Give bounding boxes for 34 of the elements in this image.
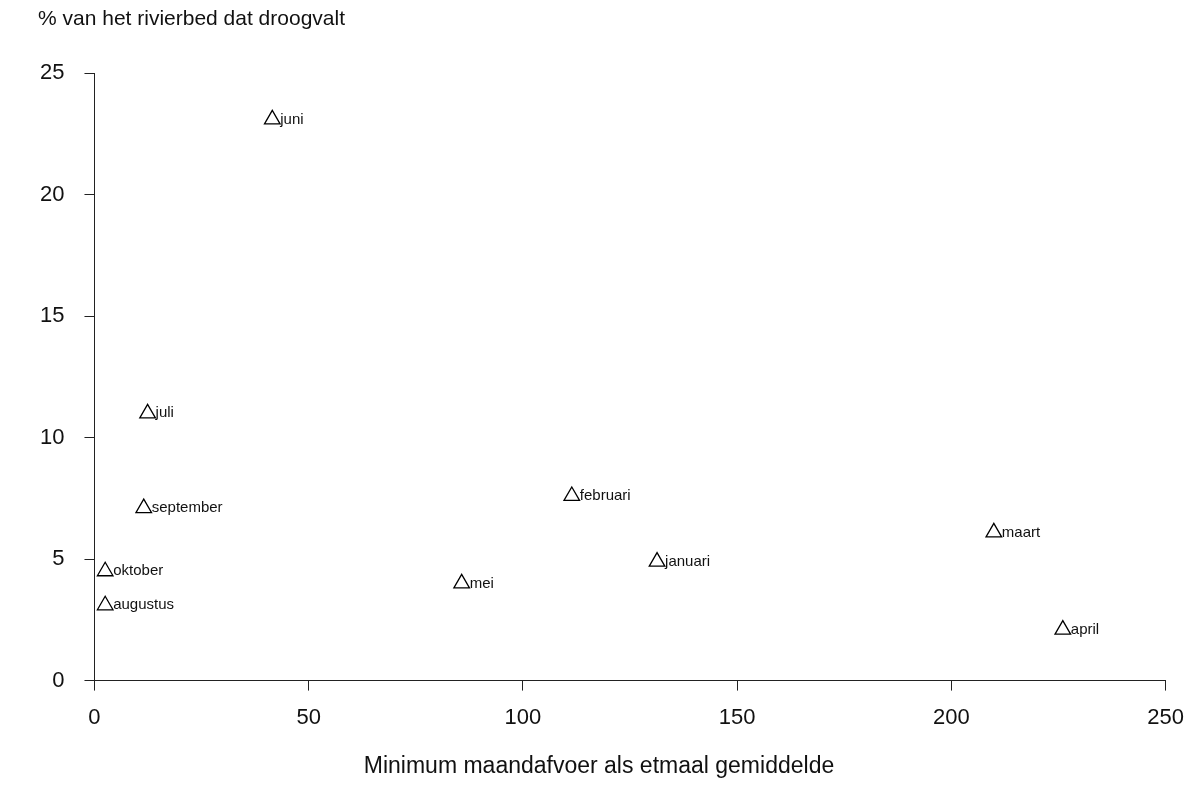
point [263, 109, 281, 125]
annotation: juli [154, 403, 174, 421]
y-tick-label: 25 [39, 59, 65, 85]
y-tick-label: 0 [52, 666, 65, 692]
x-tick-label: 250 [1147, 703, 1185, 729]
point [139, 403, 157, 419]
y-tick-label: 15 [39, 302, 65, 328]
point [648, 551, 666, 567]
point [96, 595, 114, 611]
y-tick-label: 5 [52, 545, 65, 571]
x-tick-label: 200 [933, 703, 970, 729]
point [985, 522, 1003, 538]
annotation: oktober [113, 561, 164, 579]
x-axis-title: Minimum maandafvoer als etmaal gemiddelde [362, 752, 836, 779]
x-tick-label: 150 [718, 703, 756, 729]
x-tick-label: 50 [296, 703, 321, 729]
y-axis-title: % van het rivierbed dat droogvalt [38, 6, 346, 30]
y-tick-label: 10 [39, 423, 65, 449]
annotation: april [1070, 619, 1100, 637]
point [96, 561, 114, 577]
point [563, 486, 581, 502]
annotation: mei [469, 573, 494, 591]
annotation: januari [664, 551, 711, 569]
x-tick-label: 100 [504, 703, 542, 729]
annotation: februari [579, 486, 631, 504]
y-tick-label: 20 [39, 180, 65, 206]
annotation: maart [1001, 522, 1042, 540]
annotation: juni [279, 109, 304, 127]
x-tick-label: 0 [88, 703, 101, 729]
annotation: augustus [113, 595, 175, 613]
annotation: september [151, 498, 223, 516]
point [135, 498, 153, 514]
point [453, 573, 471, 589]
point [1054, 619, 1072, 635]
